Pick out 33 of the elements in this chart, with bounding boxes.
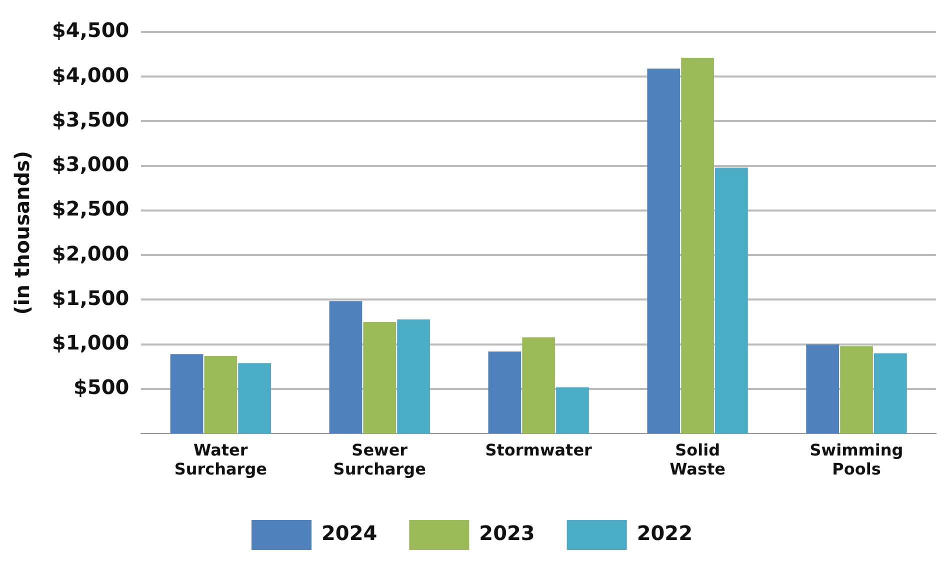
y-tick-label: $2,000 [52,241,130,266]
y-tick-label: $4,500 [52,18,130,42]
x-tick-label: Swimming Pools [810,440,904,479]
bar [397,319,430,434]
y-tick-label: $3,000 [52,152,130,176]
y-tick-label: $1,500 [52,286,130,310]
legend-label: 2022 [636,521,693,546]
x-tick-label: Solid Waste [670,440,726,479]
x-tick-label: Sewer Surcharge [333,440,426,479]
bar [522,337,556,434]
bar [488,351,522,434]
bar [238,363,272,434]
bar [204,356,238,434]
x-tick-label: Stormwater [485,440,592,460]
bar [715,168,748,434]
y-tick-label: $2,500 [52,196,130,221]
bar [806,344,840,434]
legend-label: 2023 [479,521,535,546]
y-tick-label: $1,000 [52,330,130,355]
bar [647,68,680,434]
y-axis-title: (in thousands) [10,150,34,315]
bar [170,354,204,434]
bar [329,301,362,434]
bar [556,387,589,434]
y-tick-label: $3,500 [52,107,130,132]
bar [681,58,714,434]
bar [363,322,396,434]
legend-label: 2024 [322,521,378,546]
y-tick-label: $500 [74,375,130,400]
bar [840,346,873,434]
y-tick-label: $4,000 [52,62,130,87]
x-tick-label: Water Surcharge [174,440,268,479]
bar [874,353,907,434]
